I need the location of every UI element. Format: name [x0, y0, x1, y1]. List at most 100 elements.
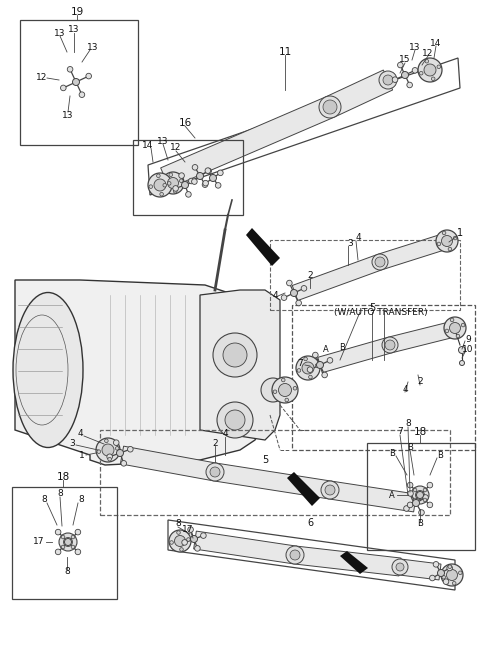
Text: 8: 8	[41, 495, 47, 504]
Circle shape	[427, 502, 432, 508]
Circle shape	[196, 173, 204, 180]
Bar	[367, 443, 475, 550]
Circle shape	[322, 372, 327, 378]
Circle shape	[417, 491, 423, 499]
Text: 10: 10	[462, 346, 474, 354]
Polygon shape	[246, 228, 280, 266]
Circle shape	[461, 323, 465, 327]
Circle shape	[189, 178, 194, 184]
Circle shape	[278, 384, 291, 396]
Text: (W/AUTO TRANSFER): (W/AUTO TRANSFER)	[334, 308, 428, 318]
Circle shape	[213, 333, 257, 377]
Circle shape	[225, 410, 245, 430]
Circle shape	[168, 178, 179, 188]
Bar	[133, 140, 243, 215]
Circle shape	[304, 357, 307, 361]
Text: 4: 4	[402, 386, 408, 394]
Circle shape	[173, 186, 179, 191]
Polygon shape	[120, 446, 216, 481]
Circle shape	[425, 60, 429, 63]
Circle shape	[217, 402, 253, 438]
Circle shape	[281, 379, 285, 382]
Text: 9: 9	[465, 335, 471, 344]
Text: 1: 1	[79, 451, 85, 459]
Text: 2: 2	[417, 377, 423, 386]
Circle shape	[408, 502, 413, 508]
Circle shape	[203, 180, 208, 186]
Circle shape	[412, 68, 418, 73]
Circle shape	[323, 100, 337, 114]
Circle shape	[447, 565, 453, 571]
Circle shape	[205, 168, 211, 173]
Circle shape	[456, 335, 460, 338]
Text: 8: 8	[405, 419, 411, 428]
Circle shape	[173, 190, 177, 193]
Circle shape	[372, 254, 388, 270]
Circle shape	[170, 541, 173, 544]
Circle shape	[188, 527, 193, 533]
Bar	[12, 487, 117, 599]
Polygon shape	[200, 290, 280, 440]
Text: 17: 17	[182, 525, 194, 535]
Circle shape	[448, 565, 452, 569]
Text: 18: 18	[56, 472, 70, 482]
Circle shape	[444, 317, 466, 339]
Circle shape	[117, 449, 123, 457]
Bar	[270, 240, 460, 310]
Circle shape	[437, 65, 441, 69]
Circle shape	[383, 75, 393, 85]
Circle shape	[160, 192, 163, 196]
Circle shape	[192, 165, 198, 170]
Circle shape	[418, 58, 442, 82]
Polygon shape	[15, 280, 265, 465]
Circle shape	[437, 242, 441, 246]
Text: 13: 13	[87, 43, 99, 52]
Polygon shape	[287, 472, 320, 506]
Circle shape	[206, 168, 212, 174]
Circle shape	[107, 454, 112, 460]
Circle shape	[296, 300, 301, 306]
Circle shape	[148, 173, 172, 197]
Text: 4: 4	[355, 234, 361, 243]
Circle shape	[325, 485, 335, 495]
Text: 12: 12	[422, 49, 434, 58]
Circle shape	[163, 184, 167, 187]
Circle shape	[427, 482, 432, 488]
Text: B: B	[437, 451, 443, 459]
Text: 8: 8	[64, 567, 70, 577]
Text: 12: 12	[36, 73, 48, 83]
Text: 8: 8	[57, 489, 63, 499]
Text: 3: 3	[347, 239, 353, 247]
Circle shape	[179, 173, 184, 178]
Circle shape	[453, 581, 456, 585]
Circle shape	[448, 247, 452, 251]
Circle shape	[423, 495, 428, 501]
Text: 17: 17	[33, 537, 45, 546]
Circle shape	[60, 85, 66, 91]
Circle shape	[180, 179, 183, 182]
Bar	[292, 305, 475, 450]
Circle shape	[168, 182, 171, 185]
Circle shape	[186, 192, 191, 197]
Text: A: A	[389, 491, 395, 499]
Text: 13: 13	[54, 28, 66, 37]
Circle shape	[385, 340, 395, 350]
Circle shape	[420, 72, 423, 75]
Text: 4: 4	[77, 430, 83, 438]
Text: 13: 13	[62, 110, 74, 119]
Circle shape	[71, 545, 75, 549]
Circle shape	[441, 564, 463, 586]
Circle shape	[408, 482, 413, 488]
Circle shape	[194, 546, 200, 551]
Circle shape	[423, 488, 427, 492]
Circle shape	[382, 337, 398, 353]
Circle shape	[432, 77, 435, 81]
Circle shape	[446, 569, 457, 581]
Circle shape	[61, 535, 65, 539]
Circle shape	[113, 440, 119, 445]
Text: 14: 14	[142, 140, 154, 150]
Circle shape	[419, 510, 424, 516]
Circle shape	[307, 367, 313, 373]
Circle shape	[309, 375, 312, 379]
Circle shape	[217, 170, 223, 176]
